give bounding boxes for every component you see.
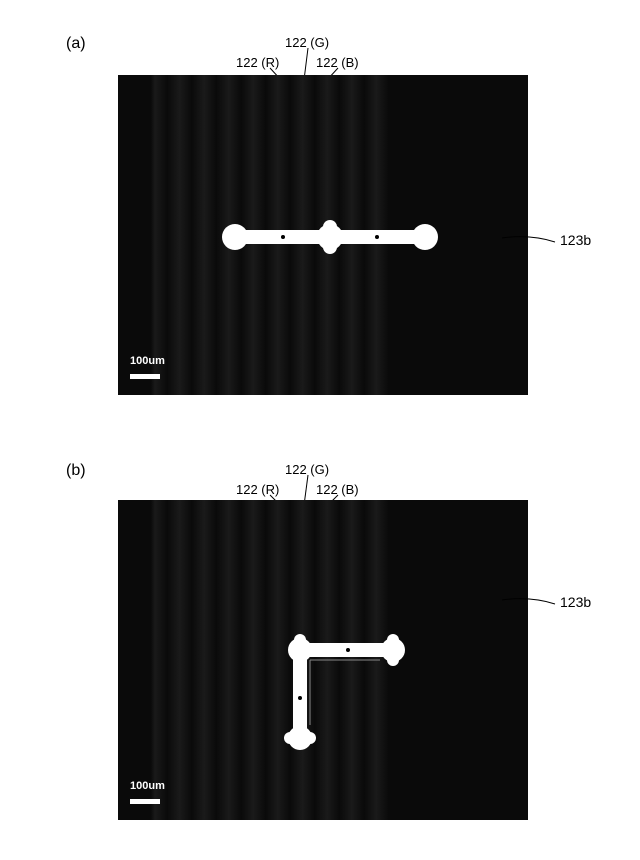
side-leader-b	[0, 0, 640, 860]
side-label-b: 123b	[560, 594, 591, 610]
